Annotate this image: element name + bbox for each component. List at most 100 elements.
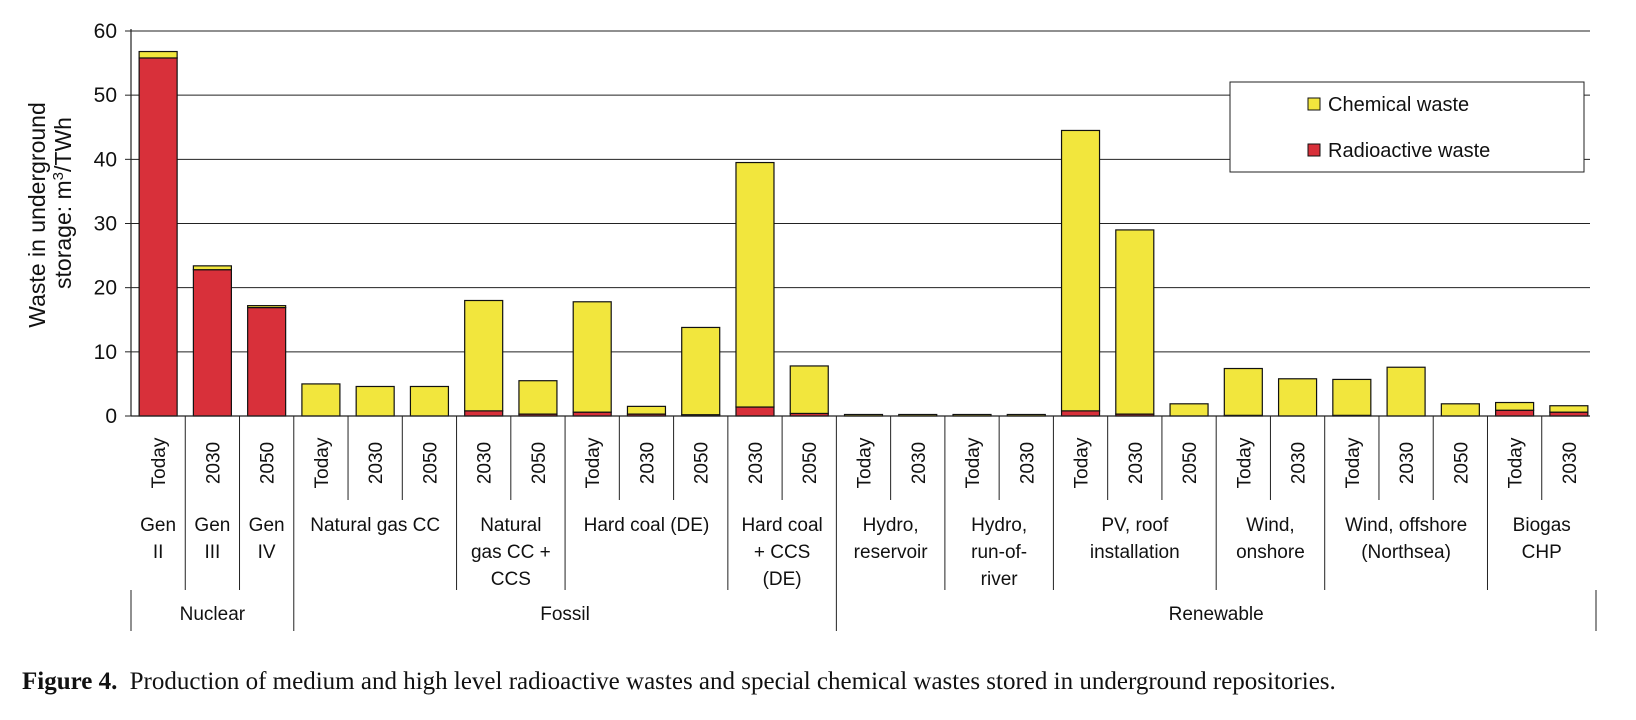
x-technology-label: II bbox=[153, 542, 164, 563]
gridlines bbox=[131, 30, 1590, 353]
y-tick-label: 40 bbox=[94, 148, 117, 171]
x-technology-label: + CCS bbox=[754, 542, 811, 563]
bar-chemical bbox=[192, 265, 232, 271]
bar-chemical bbox=[409, 385, 450, 417]
x-technology-label: Hard coal (DE) bbox=[584, 515, 710, 536]
x-year-label: 2030 bbox=[637, 442, 658, 484]
x-technology-label: river bbox=[981, 569, 1019, 590]
x-year-label: 2050 bbox=[1451, 442, 1472, 484]
bar-radioactive bbox=[247, 306, 287, 417]
bar-chemical bbox=[1440, 403, 1480, 417]
bar-chemical bbox=[355, 385, 395, 417]
x-year-label: 2030 bbox=[746, 442, 767, 484]
x-group-label: Nuclear bbox=[180, 604, 246, 625]
x-technology-label: CHP bbox=[1522, 542, 1562, 563]
legend-swatch-chemical bbox=[1307, 97, 1321, 111]
legend-label-chemical: Chemical waste bbox=[1328, 94, 1469, 116]
x-year-label: 2030 bbox=[475, 442, 496, 484]
bar-chemical bbox=[518, 380, 558, 415]
x-technology-label: gas CC + bbox=[471, 542, 551, 563]
bar-chemical bbox=[1060, 129, 1101, 412]
y-tick-label: 30 bbox=[94, 213, 117, 236]
x-year-label: 2030 bbox=[1560, 442, 1581, 484]
x-year-label: Today bbox=[1072, 437, 1093, 488]
bar-chemical bbox=[789, 365, 829, 415]
y-axis-label-line2: storage: m3/TWh bbox=[50, 117, 77, 289]
x-year-label: 2030 bbox=[1017, 442, 1038, 484]
x-technology-label: reservoir bbox=[854, 542, 929, 563]
x-year-label: Today bbox=[1506, 437, 1527, 488]
legend-label-radioactive: Radioactive waste bbox=[1328, 140, 1490, 162]
bar-radioactive bbox=[138, 57, 178, 417]
bar-radioactive bbox=[1060, 410, 1101, 417]
bar-chemical bbox=[1386, 366, 1426, 417]
bar-chemical bbox=[1332, 378, 1372, 416]
x-technology-label: Hard coal bbox=[741, 515, 822, 536]
x-year-label: 2030 bbox=[366, 442, 387, 484]
x-technology-label: PV, roof bbox=[1101, 515, 1169, 536]
x-technology-label: III bbox=[204, 542, 220, 563]
bar-chemical bbox=[1495, 401, 1535, 411]
y-tick-label: 60 bbox=[94, 20, 117, 43]
x-year-label: Today bbox=[583, 437, 604, 488]
x-technology-label: Wind, bbox=[1246, 515, 1295, 536]
x-technology-label: installation bbox=[1090, 542, 1180, 563]
x-year-label: Today bbox=[149, 437, 170, 488]
bar-chemical bbox=[1277, 378, 1318, 417]
legend-swatch-radioactive bbox=[1307, 143, 1321, 157]
x-year-label: 2030 bbox=[1126, 442, 1147, 484]
x-technology-label: Natural gas CC bbox=[310, 515, 440, 536]
x-technology-label: Hydro, bbox=[971, 515, 1027, 536]
x-year-label: 2050 bbox=[420, 442, 441, 484]
x-year-label: 2050 bbox=[529, 442, 550, 484]
x-year-label: Today bbox=[312, 437, 333, 488]
figure-caption: Figure 4. Production of medium and high … bbox=[22, 668, 1622, 696]
y-tick-labels: 0 10 20 30 40 50 60 bbox=[94, 20, 117, 428]
bar-chemical bbox=[1549, 405, 1589, 413]
bar-radioactive bbox=[192, 269, 232, 417]
legend-box bbox=[1229, 81, 1585, 173]
x-technology-label: Gen bbox=[140, 515, 176, 536]
x-year-label: 2050 bbox=[800, 442, 821, 484]
bar-chemical bbox=[681, 326, 721, 416]
y-axis-label-line1: Waste in underground bbox=[24, 102, 50, 327]
x-group-label: Renewable bbox=[1169, 604, 1264, 625]
x-year-label: Today bbox=[963, 437, 984, 488]
legend: Chemical waste Radioactive waste bbox=[1229, 81, 1585, 173]
y-tick-label: 0 bbox=[105, 405, 117, 428]
x-technology-label: run-of- bbox=[971, 542, 1027, 563]
bar-chemical bbox=[1169, 403, 1209, 417]
x-year-label: 2050 bbox=[692, 442, 713, 484]
x-group-label: Fossil bbox=[540, 604, 590, 625]
bar-chemical bbox=[735, 161, 775, 408]
x-technology-label: Natural bbox=[480, 515, 541, 536]
x-technology-label: onshore bbox=[1236, 542, 1305, 563]
x-technology-label: (DE) bbox=[763, 569, 802, 590]
x-year-label: 2030 bbox=[1289, 442, 1310, 484]
y-tick-label: 20 bbox=[94, 277, 117, 300]
bar-chemical bbox=[247, 305, 287, 309]
x-year-label: Today bbox=[1343, 437, 1364, 488]
bar-chemical bbox=[572, 301, 612, 413]
bar-chemical bbox=[626, 405, 667, 415]
bar-radioactive bbox=[735, 406, 775, 417]
x-technology-label: IV bbox=[258, 542, 276, 563]
bars bbox=[138, 50, 1589, 417]
figure-caption-text: Production of medium and high level radi… bbox=[129, 668, 1336, 695]
bar-chemical bbox=[1115, 229, 1155, 415]
x-year-label: Today bbox=[1234, 437, 1255, 488]
bar-chemical bbox=[138, 50, 178, 59]
x-year-label: 2030 bbox=[909, 442, 930, 484]
x-year-label: 2050 bbox=[1180, 442, 1201, 484]
x-category-labels: Today 2030 2050 Today 2030 2050 2030 2050 Today 2… bbox=[140, 437, 1581, 625]
x-year-label: 2030 bbox=[203, 442, 224, 484]
x-technology-label: CCS bbox=[491, 569, 531, 590]
figure-number: Figure 4. bbox=[22, 668, 118, 695]
x-technology-label: Gen bbox=[249, 515, 285, 536]
bar-chemical bbox=[301, 383, 341, 417]
x-year-label: 2050 bbox=[258, 442, 279, 484]
bar-chemical bbox=[1223, 367, 1263, 416]
x-year-label: Today bbox=[855, 437, 876, 488]
y-tick-label: 50 bbox=[94, 84, 117, 107]
